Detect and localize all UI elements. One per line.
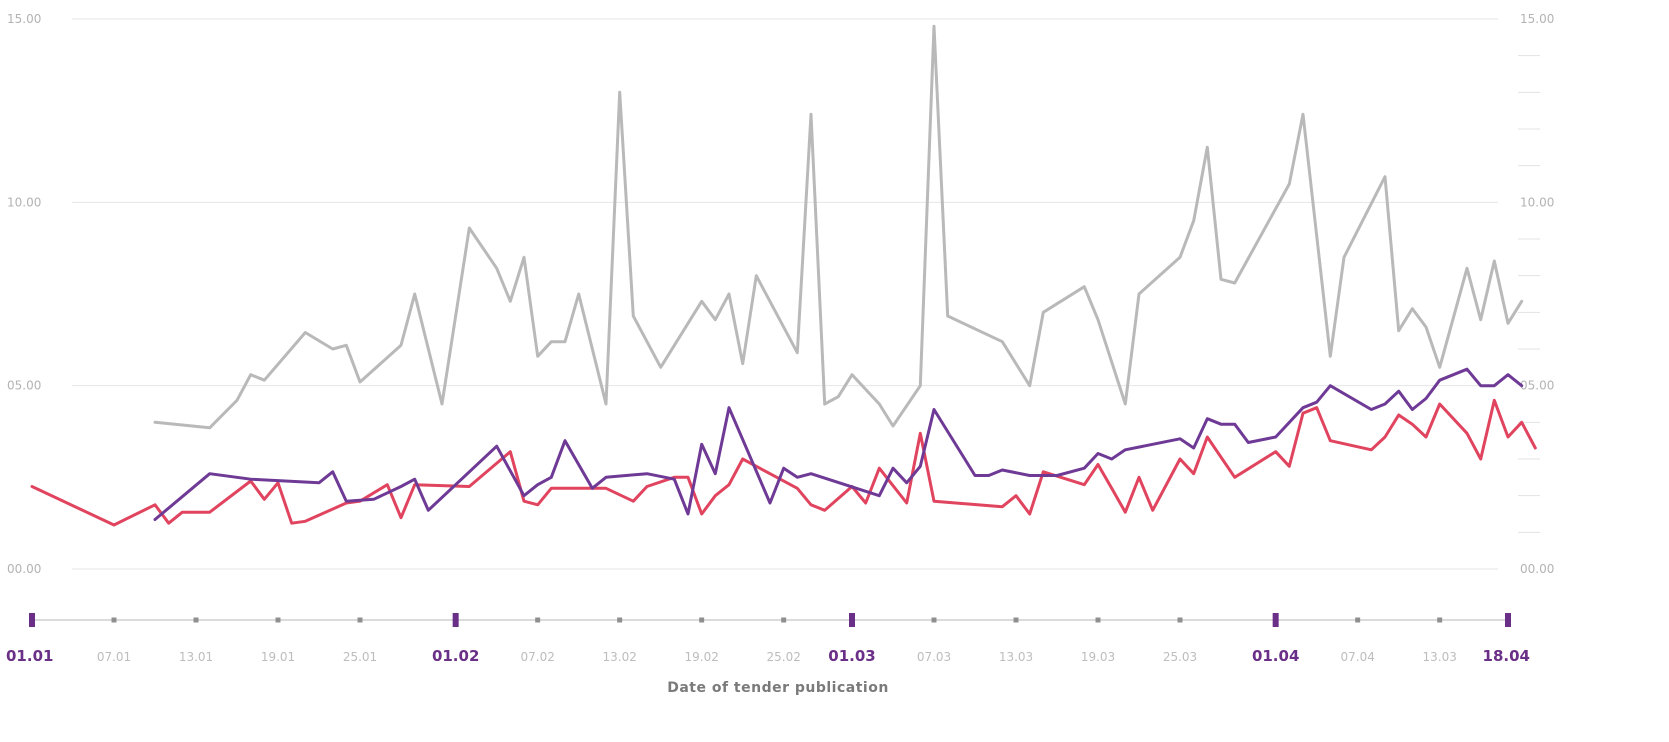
x-tick-label: 13.03: [1422, 650, 1456, 664]
x-tick-label: 07.04: [1340, 650, 1374, 664]
timeline-minor-marker: [1355, 617, 1361, 623]
x-tick-label: 07.01: [97, 650, 131, 664]
timeline-minor-marker: [193, 617, 199, 623]
x-tick-label: 07.03: [917, 650, 951, 664]
x-tick-label: 01.04: [1252, 647, 1299, 665]
y-tick-label-right: 10.00: [1520, 195, 1554, 209]
x-tick-label: 18.04: [1483, 647, 1530, 665]
x-tick-label: 13.03: [999, 650, 1033, 664]
timeline-minor-marker: [357, 617, 363, 623]
x-tick-label: 13.01: [179, 650, 213, 664]
series-line-2: [30, 398, 1537, 527]
timeline-minor-marker: [699, 617, 705, 623]
x-tick-label: 25.01: [343, 650, 377, 664]
y-tick-label-left: 00.00: [7, 562, 41, 576]
timeline-major-marker: [849, 613, 855, 627]
timeline-minor-marker: [1437, 617, 1443, 623]
timeline-major-marker: [29, 613, 35, 627]
timeline-minor-marker: [931, 617, 937, 623]
x-tick-label: 01.02: [432, 647, 479, 665]
x-tick-label: 13.02: [602, 650, 636, 664]
x-tick-label: 25.02: [766, 650, 800, 664]
x-tick-label: 25.03: [1163, 650, 1197, 664]
y-tick-label-right: 15.00: [1520, 12, 1554, 26]
y-tick-label-left: 05.00: [7, 379, 41, 393]
series-line-1: [153, 24, 1524, 430]
timeline-minor-marker: [275, 617, 281, 623]
y-tick-label-right: 00.00: [1520, 562, 1554, 576]
x-tick-label: 07.02: [520, 650, 554, 664]
series-line-3: [153, 367, 1524, 521]
y-tick-label-right: 05.00: [1520, 379, 1554, 393]
x-tick-label: 01.01: [6, 647, 53, 665]
timeline-minor-marker: [535, 617, 541, 623]
x-tick-label: 01.03: [828, 647, 875, 665]
x-axis-label: Date of tender publication: [667, 680, 889, 696]
timeline-minor-marker: [1177, 617, 1183, 623]
x-tick-label: 19.01: [261, 650, 295, 664]
timeline-axis: [29, 613, 1511, 627]
timeline-minor-marker: [1013, 617, 1019, 623]
timeline-major-marker: [1272, 613, 1279, 627]
y-axis-left: 00.00 05.00 10.00 15.00: [7, 12, 41, 576]
timeline-minor-marker: [1095, 617, 1101, 623]
y-axis-right: 00.00 05.00 10.00 15.00: [1520, 12, 1554, 576]
series-lines: [30, 24, 1537, 527]
grid-lines: [72, 18, 1540, 570]
timeline-minor-marker: [781, 617, 787, 623]
timeline-minor-marker: [617, 617, 623, 623]
x-tick-labels: 01.01 07.01 13.01 19.01 25.01 01.02 07.02 13.02…: [6, 647, 1530, 665]
x-tick-label: 19.03: [1081, 650, 1115, 664]
timeline-major-marker: [452, 613, 459, 627]
timeline-major-marker: [1505, 613, 1511, 627]
x-tick-label: 19.02: [684, 650, 718, 664]
y-tick-label-left: 10.00: [7, 195, 41, 209]
timeline-minor-marker: [111, 617, 117, 623]
y-tick-label-left: 15.00: [7, 12, 41, 26]
